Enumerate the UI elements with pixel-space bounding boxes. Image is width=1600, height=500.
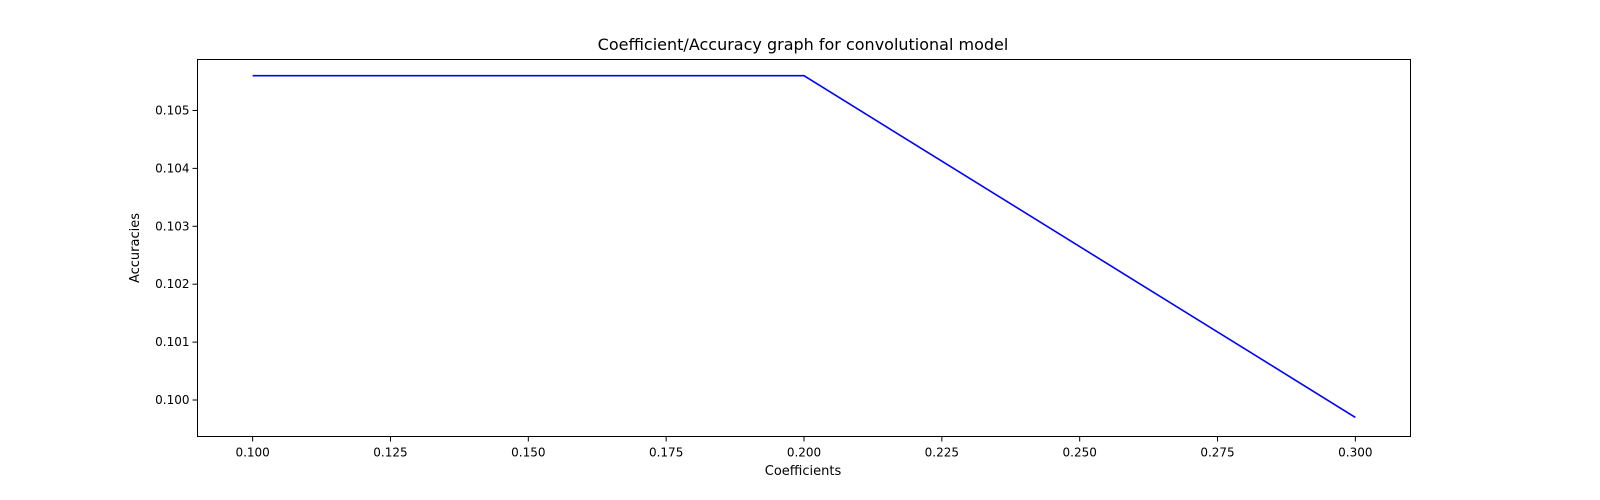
series-line (252, 74, 1356, 419)
y-tick-label: 0.104 (155, 161, 189, 175)
x-tick-label: 0.300 (1338, 446, 1372, 460)
y-axis-label: Accuracies (128, 213, 143, 283)
y-tick-label: 0.103 (155, 219, 189, 233)
x-tick-label: 0.150 (511, 446, 545, 460)
x-axis: 0.100 0.125 0.150 0.175 0.200 0.225 0.250 0.275… (235, 436, 1373, 460)
x-tick-label: 0.250 (1063, 446, 1097, 460)
x-tick-label: 0.200 (787, 446, 821, 460)
y-tick-label: 0.105 (155, 103, 189, 117)
x-tick-label: 0.275 (1200, 446, 1234, 460)
y-tick-label: 0.100 (155, 393, 189, 407)
x-tick-label: 0.175 (649, 446, 683, 460)
x-tick-label: 0.125 (373, 446, 407, 460)
y-tick-label: 0.102 (155, 277, 189, 291)
plot-frame (197, 59, 1411, 437)
x-axis-label: Coefficients (765, 464, 842, 479)
chart-title: Coefficient/Accuracy graph for convoluti… (598, 35, 1009, 54)
plot-series (252, 74, 1356, 419)
x-tick-label: 0.225 (925, 446, 959, 460)
y-tick-label: 0.101 (155, 335, 189, 349)
x-tick-label: 0.100 (235, 446, 269, 460)
y-axis: 0.100 0.101 0.102 0.103 0.104 0.105 (155, 103, 198, 407)
